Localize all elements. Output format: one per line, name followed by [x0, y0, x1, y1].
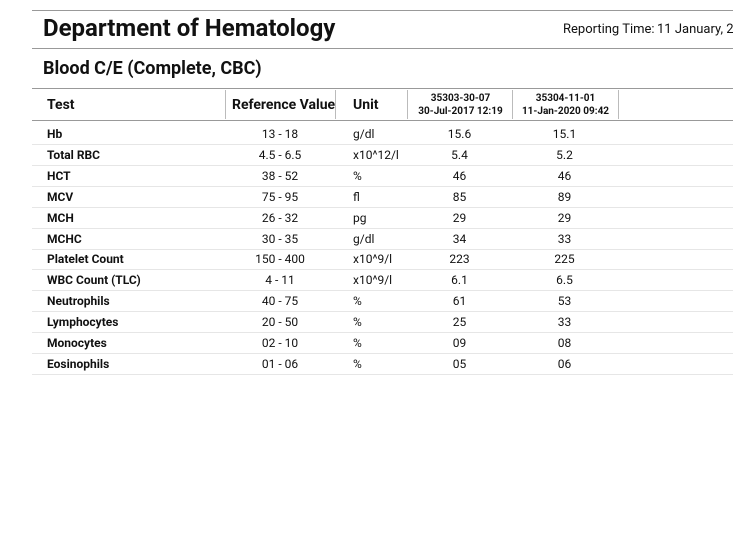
reference-range: 02 - 10: [261, 336, 299, 350]
unit: %: [353, 168, 362, 183]
result-value: 89: [557, 189, 572, 204]
test-name: HCT: [47, 168, 71, 183]
result-value: 5.4: [451, 147, 468, 162]
col-divider: [512, 90, 513, 119]
column-header: Test: [47, 97, 75, 113]
department-title: Department of Hematology: [43, 14, 336, 42]
reference-range: 26 - 32: [261, 210, 299, 225]
row-divider: [32, 206, 733, 208]
unit: x10^12/l: [353, 147, 399, 162]
result-value: 15.1: [552, 127, 577, 141]
result-value: 61: [452, 294, 467, 309]
result-value: 06: [557, 356, 572, 371]
table-head-rule: [32, 120, 733, 121]
reporting-value: 11 January, 20: [657, 22, 733, 37]
unit: g/dl: [353, 127, 375, 141]
row-divider: [32, 269, 733, 271]
test-name: MCHC: [47, 231, 82, 246]
test-name: Platelet Count: [47, 252, 124, 267]
column-header: Reference Value: [232, 97, 336, 113]
col-divider: [225, 90, 226, 119]
row-divider: [32, 144, 733, 145]
reference-range: 01 - 06: [261, 356, 299, 371]
test-name: MCV: [47, 189, 74, 204]
result-value: 08: [557, 336, 572, 350]
reference-range: 150 - 400: [255, 252, 305, 267]
report-id: 35303-30-07: [430, 93, 491, 104]
result-value: 34: [452, 231, 467, 246]
test-name: Eosinophils: [47, 356, 110, 371]
report-id: 35304-11-01: [535, 93, 596, 104]
result-value: 46: [452, 168, 467, 183]
result-value: 33: [557, 231, 572, 246]
result-value: 09: [452, 336, 467, 350]
row-divider: [32, 373, 733, 375]
unit: %: [353, 336, 362, 350]
report-date: 11-Jan-2020 09:42: [521, 106, 610, 117]
reference-range: 4.5 - 6.5: [258, 147, 302, 162]
table-top-rule: [32, 88, 733, 89]
unit: %: [353, 315, 362, 330]
row-divider: [32, 248, 733, 250]
col-divider: [335, 90, 336, 119]
test-name: Hb: [47, 127, 63, 141]
row-divider: [32, 164, 733, 166]
reference-range: 20 - 50: [261, 315, 299, 330]
test-name: WBC Count (TLC): [47, 273, 141, 288]
reference-range: 38 - 52: [261, 168, 299, 183]
result-value: 5.2: [556, 147, 573, 162]
reference-range: 75 - 95: [261, 189, 299, 204]
test-name: Monocytes: [47, 336, 107, 350]
report-date: 30-Jul-2017 12:19: [418, 106, 503, 117]
reference-range: 4 - 11: [265, 273, 295, 288]
section-title: Blood C/E (Complete, CBC): [43, 58, 262, 79]
row-divider: [32, 311, 733, 313]
col-divider: [407, 90, 408, 119]
unit: %: [353, 356, 362, 371]
result-value: 223: [449, 252, 470, 267]
row-divider: [32, 353, 733, 354]
unit: %: [353, 294, 362, 309]
unit: pg: [353, 210, 367, 225]
reference-range: 40 - 75: [261, 294, 299, 309]
row-divider: [32, 185, 733, 187]
result-value: 85: [452, 189, 467, 204]
result-value: 29: [557, 210, 572, 225]
result-value: 6.5: [556, 273, 573, 288]
top-rule: [32, 10, 733, 11]
result-value: 46: [557, 168, 572, 183]
unit: x10^9/l: [353, 273, 393, 288]
unit: fl: [353, 189, 360, 204]
row-divider: [32, 227, 733, 229]
row-divider: [32, 332, 733, 334]
column-header: Unit: [353, 97, 379, 113]
reporting-label: Reporting Time:: [563, 22, 655, 37]
unit: g/dl: [353, 231, 375, 246]
reference-range: 13 - 18: [261, 127, 299, 141]
test-name: Total RBC: [47, 147, 101, 162]
result-value: 05: [452, 356, 467, 371]
result-value: 53: [557, 294, 572, 309]
result-value: 225: [554, 252, 575, 267]
row-divider: [32, 290, 733, 292]
test-name: Lymphocytes: [47, 315, 119, 330]
result-value: 6.1: [451, 273, 468, 288]
col-divider: [618, 90, 619, 119]
test-name: MCH: [47, 210, 74, 225]
result-value: 15.6: [447, 127, 472, 141]
result-value: 33: [557, 315, 572, 330]
header-rule: [32, 48, 733, 49]
unit: x10^9/l: [353, 252, 393, 267]
reference-range: 30 - 35: [261, 231, 299, 246]
result-value: 29: [452, 210, 467, 225]
result-value: 25: [452, 315, 467, 330]
test-name: Neutrophils: [47, 294, 110, 309]
